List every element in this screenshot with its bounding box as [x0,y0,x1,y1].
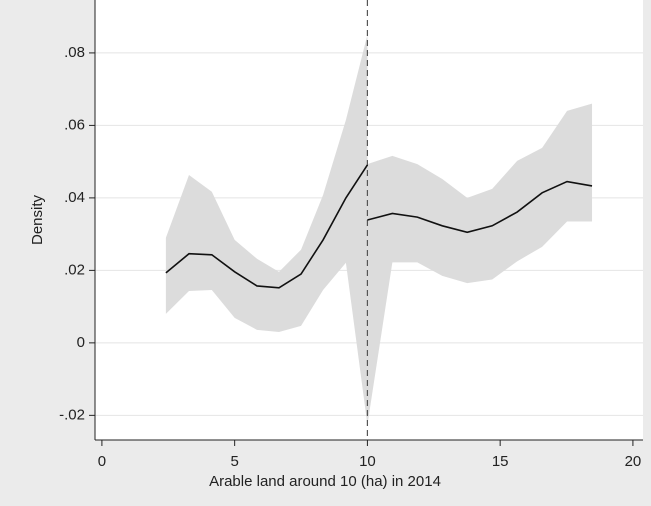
density-line [367,180,593,234]
y-tick-label: .02 [64,261,85,278]
x-axis-label: Arable land around 10 (ha) in 2014 [209,473,441,490]
y-axis-label: Density [29,194,46,245]
y-tick-label: .08 [64,44,85,61]
y-tick-label: .06 [64,116,85,133]
x-tick-label: 10 [359,453,376,470]
confidence-band [367,103,593,425]
density-line [165,164,369,289]
x-tick-label: 20 [625,453,642,470]
confidence-band [165,34,368,425]
x-tick-label: 15 [492,453,509,470]
x-tick-label: 5 [230,453,238,470]
y-tick-label: -.02 [59,406,85,423]
y-tick-label: .04 [64,189,85,206]
y-tick-label: 0 [77,334,85,351]
x-tick-label: 0 [98,453,106,470]
